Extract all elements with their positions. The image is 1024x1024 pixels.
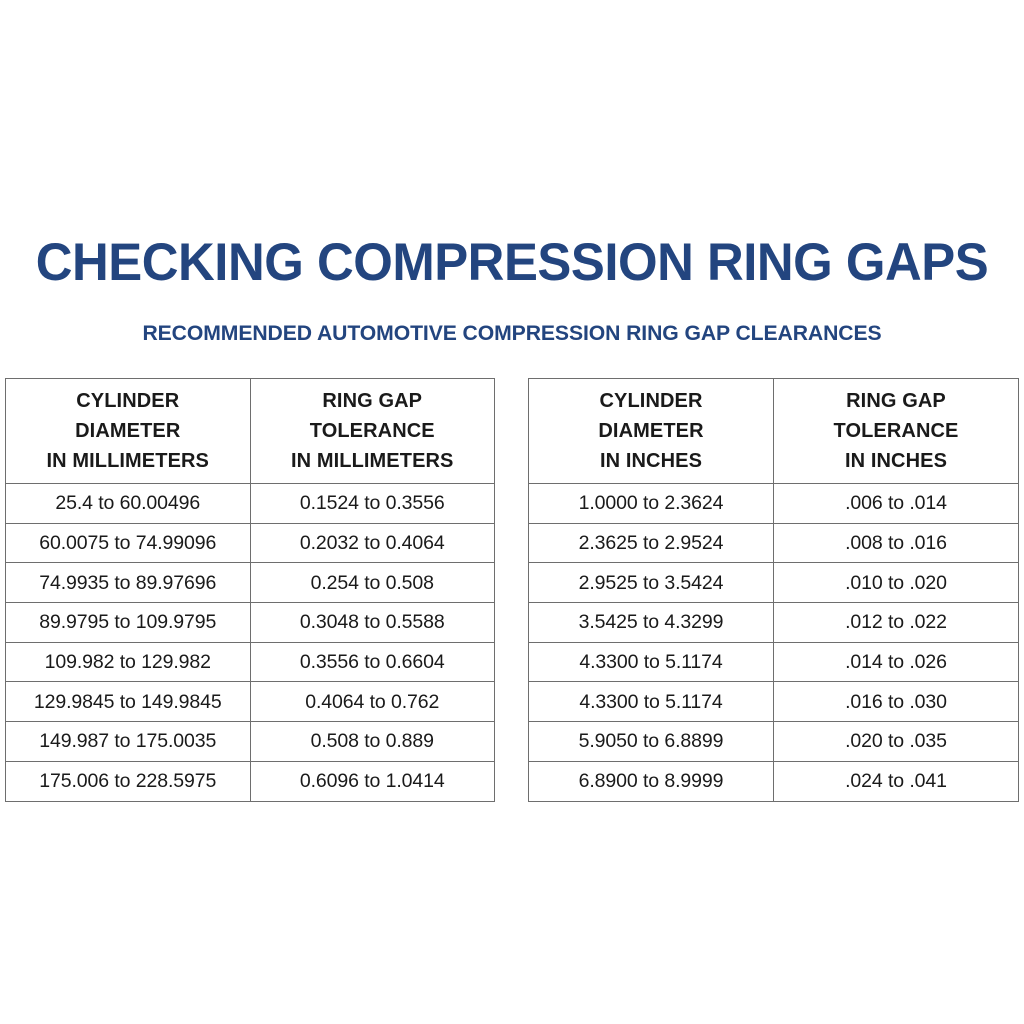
cell-diameter: 74.9935 to 89.97696 bbox=[5, 562, 251, 604]
cell-tolerance: .014 to .026 bbox=[773, 641, 1019, 683]
cell-tolerance: .006 to .014 bbox=[773, 483, 1019, 524]
header-line-3: IN MILLIMETERS bbox=[290, 450, 454, 472]
table-header-row: CYLINDER DIAMETER IN INCHES RING GAP TOL… bbox=[528, 378, 1019, 484]
header-line-1: CYLINDER bbox=[76, 390, 180, 412]
header-line-1: RING GAP bbox=[846, 390, 946, 412]
table-row: 2.3625 to 2.9524 .008 to .016 bbox=[528, 522, 1019, 564]
cell-diameter: 4.3300 to 5.1174 bbox=[528, 641, 774, 683]
cell-tolerance: .016 to .030 bbox=[773, 681, 1019, 723]
table-row: 129.9845 to 149.9845 0.4064 to 0.762 bbox=[5, 681, 495, 723]
header-line-2: DIAMETER bbox=[598, 420, 704, 442]
table-row: 1.0000 to 2.3624 .006 to .014 bbox=[528, 483, 1019, 524]
table-row: 4.3300 to 5.1174 .016 to .030 bbox=[528, 681, 1019, 723]
header-line-3: IN INCHES bbox=[844, 450, 948, 472]
page-title: CHECKING COMPRESSION RING GAPS bbox=[35, 232, 989, 292]
column-header-cylinder-diameter-mm: CYLINDER DIAMETER IN MILLIMETERS bbox=[5, 378, 251, 484]
ring-gap-table-imperial: CYLINDER DIAMETER IN INCHES RING GAP TOL… bbox=[528, 378, 1019, 802]
cell-diameter: 149.987 to 175.0035 bbox=[5, 721, 251, 762]
table-header-row: CYLINDER DIAMETER IN MILLIMETERS RING GA… bbox=[5, 378, 495, 484]
table-row: 74.9935 to 89.97696 0.254 to 0.508 bbox=[5, 562, 495, 604]
table-row: 60.0075 to 74.99096 0.2032 to 0.4064 bbox=[5, 522, 495, 564]
page-subtitle: RECOMMENDED AUTOMOTIVE COMPRESSION RING … bbox=[142, 320, 882, 345]
cell-tolerance: 0.254 to 0.508 bbox=[249, 562, 495, 604]
cell-diameter: 2.9525 to 3.5424 bbox=[528, 562, 774, 604]
cell-tolerance: .010 to .020 bbox=[773, 562, 1019, 604]
table-row: 3.5425 to 4.3299 .012 to .022 bbox=[528, 602, 1019, 643]
table-row: 175.006 to 228.5975 0.6096 to 1.0414 bbox=[5, 760, 495, 802]
column-header-ring-gap-tolerance-in: RING GAP TOLERANCE IN INCHES bbox=[773, 378, 1019, 484]
ring-gap-table-metric: CYLINDER DIAMETER IN MILLIMETERS RING GA… bbox=[5, 378, 495, 802]
column-header-ring-gap-tolerance-mm: RING GAP TOLERANCE IN MILLIMETERS bbox=[249, 378, 495, 484]
cell-tolerance: 0.3556 to 0.6604 bbox=[249, 641, 495, 683]
header-line-3: IN MILLIMETERS bbox=[46, 450, 209, 472]
cell-tolerance: .012 to .022 bbox=[773, 602, 1019, 643]
cell-diameter: 175.006 to 228.5975 bbox=[5, 760, 251, 802]
cell-diameter: 109.982 to 129.982 bbox=[5, 641, 251, 683]
cell-tolerance: .008 to .016 bbox=[773, 522, 1019, 564]
table-row: 6.8900 to 8.9999 .024 to .041 bbox=[528, 760, 1019, 802]
column-header-cylinder-diameter-in: CYLINDER DIAMETER IN INCHES bbox=[528, 378, 774, 484]
header-line-1: CYLINDER bbox=[599, 390, 703, 412]
table-body-metric: 25.4 to 60.00496 0.1524 to 0.3556 60.007… bbox=[5, 483, 495, 802]
table-row: 149.987 to 175.0035 0.508 to 0.889 bbox=[5, 721, 495, 762]
ring-gap-tables-container: CYLINDER DIAMETER IN MILLIMETERS RING GA… bbox=[0, 378, 1024, 802]
cell-diameter: 89.9795 to 109.9795 bbox=[5, 602, 251, 643]
table-row: 109.982 to 129.982 0.3556 to 0.6604 bbox=[5, 641, 495, 683]
cell-tolerance: 0.6096 to 1.0414 bbox=[249, 760, 495, 802]
table-row: 4.3300 to 5.1174 .014 to .026 bbox=[528, 641, 1019, 683]
cell-tolerance: 0.508 to 0.889 bbox=[249, 721, 495, 762]
table-row: 5.9050 to 6.8899 .020 to .035 bbox=[528, 721, 1019, 762]
cell-tolerance: 0.2032 to 0.4064 bbox=[249, 522, 495, 564]
cell-diameter: 3.5425 to 4.3299 bbox=[528, 602, 774, 643]
header-line-3: IN INCHES bbox=[599, 450, 703, 472]
header-line-2: TOLERANCE bbox=[833, 420, 959, 442]
table-row: 89.9795 to 109.9795 0.3048 to 0.5588 bbox=[5, 602, 495, 643]
cell-diameter: 6.8900 to 8.9999 bbox=[528, 760, 774, 802]
cell-tolerance: 0.4064 to 0.762 bbox=[249, 681, 495, 723]
cell-diameter: 4.3300 to 5.1174 bbox=[528, 681, 774, 723]
table-row: 2.9525 to 3.5424 .010 to .020 bbox=[528, 562, 1019, 604]
cell-diameter: 25.4 to 60.00496 bbox=[5, 483, 251, 524]
header-line-2: TOLERANCE bbox=[309, 420, 435, 442]
cell-diameter: 60.0075 to 74.99096 bbox=[5, 522, 251, 564]
cell-tolerance: .020 to .035 bbox=[773, 721, 1019, 762]
cell-diameter: 5.9050 to 6.8899 bbox=[528, 721, 774, 762]
cell-diameter: 2.3625 to 2.9524 bbox=[528, 522, 774, 564]
cell-tolerance: 0.1524 to 0.3556 bbox=[249, 483, 495, 524]
table-header-imperial: CYLINDER DIAMETER IN INCHES RING GAP TOL… bbox=[528, 378, 1019, 484]
table-row: 25.4 to 60.00496 0.1524 to 0.3556 bbox=[5, 483, 495, 524]
header-line-2: DIAMETER bbox=[75, 420, 181, 442]
table-body-imperial: 1.0000 to 2.3624 .006 to .014 2.3625 to … bbox=[528, 483, 1019, 802]
cell-diameter: 129.9845 to 149.9845 bbox=[5, 681, 251, 723]
cell-tolerance: .024 to .041 bbox=[773, 760, 1019, 802]
cell-diameter: 1.0000 to 2.3624 bbox=[528, 483, 774, 524]
header-line-1: RING GAP bbox=[322, 390, 423, 412]
table-header-metric: CYLINDER DIAMETER IN MILLIMETERS RING GA… bbox=[5, 378, 495, 484]
cell-tolerance: 0.3048 to 0.5588 bbox=[249, 602, 495, 643]
